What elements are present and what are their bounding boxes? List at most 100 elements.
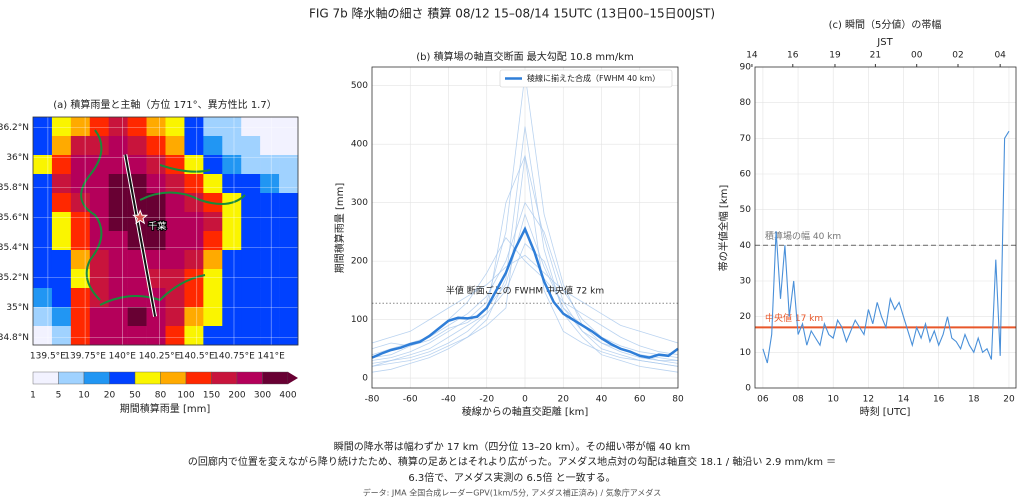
map-cell — [241, 193, 261, 213]
map-cell — [127, 155, 147, 175]
y-tick-label: 35.2°N — [0, 273, 29, 283]
y-tick-label: 200 — [351, 257, 368, 267]
map-cell — [222, 155, 242, 175]
map-cell — [89, 193, 110, 213]
map-cell — [165, 117, 185, 137]
map-cell — [165, 136, 185, 156]
x-tick-label: -80 — [365, 395, 380, 405]
map-cell — [241, 250, 261, 270]
map-cell — [165, 250, 185, 270]
map-cell — [279, 269, 299, 289]
x-tick-label: 0 — [522, 395, 528, 405]
x-tick-label: 18 — [968, 395, 980, 405]
map-cell — [279, 174, 299, 194]
map-cell — [33, 174, 53, 194]
legend-box — [499, 69, 673, 88]
map-cell — [279, 155, 299, 175]
x-axis-label: 稜線からの軸直交距離 [km] — [462, 405, 589, 418]
source: データ: JMA 全国合成レーダーGPV(1km/5分, アメダス補正済み) /… — [363, 488, 662, 498]
map-cell — [33, 155, 53, 175]
map-cell — [33, 193, 53, 213]
map-cell — [146, 269, 166, 289]
x2-tick-label: 21 — [870, 51, 881, 61]
x-tick-label: 140.25°E — [139, 352, 181, 362]
map-cell — [51, 269, 72, 289]
map-cell — [108, 174, 128, 194]
map-cell — [260, 136, 280, 156]
x-tick-label: -40 — [441, 395, 456, 405]
map-cell — [165, 231, 185, 251]
city-label: 千葉 — [148, 220, 166, 232]
map-cell — [279, 250, 299, 270]
map-cell — [51, 231, 72, 251]
map-cell — [184, 212, 204, 232]
x-tick-label: 80 — [672, 395, 684, 405]
x-axis-label: 時刻 [UTC] — [860, 405, 911, 418]
map-cell — [241, 307, 261, 327]
y-tick-label: 80 — [740, 98, 752, 108]
colorbar-label: 期間積算雨量 [mm] — [120, 402, 211, 415]
map-cell — [279, 136, 299, 156]
map-cell — [222, 250, 242, 270]
map-cell — [260, 231, 280, 251]
map-cell — [70, 136, 91, 156]
map-cell — [108, 250, 128, 270]
map-cell — [203, 250, 223, 270]
x2-tick-label: 16 — [787, 51, 799, 61]
colorbar-tick-label: 150 — [203, 391, 220, 401]
map-cell — [203, 117, 223, 137]
map-cell — [279, 326, 299, 346]
map-cell — [51, 117, 72, 137]
map-cell — [51, 174, 72, 194]
map-cell — [184, 326, 204, 346]
map-cell — [222, 307, 242, 327]
map-cell — [165, 269, 185, 289]
y-tick-label: 30 — [740, 277, 752, 287]
map-cell — [260, 212, 280, 232]
colorbar-tick-label: 100 — [177, 391, 194, 401]
map-cell — [260, 250, 280, 270]
x2-axis-label: JST — [876, 37, 893, 48]
map-cell — [203, 269, 223, 289]
city-marker — [132, 209, 149, 225]
x2-tick-label: 04 — [994, 51, 1006, 61]
x2-tick-label: 19 — [829, 51, 841, 61]
map-cell — [108, 136, 128, 156]
caption-line: 6.3倍で、アメダス実測の 6.5倍 と一致する。 — [408, 471, 615, 484]
principal-axis — [124, 154, 157, 317]
map-cell — [70, 174, 91, 194]
map-cell — [222, 269, 242, 289]
map-cell — [70, 307, 91, 327]
y-tick-label: 20 — [740, 312, 752, 322]
x-tick-label: 40 — [596, 395, 608, 405]
colorbar-tick-label: 80 — [155, 391, 167, 401]
y-tick-label: 100 — [351, 315, 368, 325]
map-cell — [241, 231, 261, 251]
panel-a-title: (a) 積算雨量と主軸（方位 171°、異方性比 1.7） — [53, 98, 276, 111]
map-cell — [222, 231, 242, 251]
map-cell — [260, 307, 280, 327]
map-cell — [203, 231, 223, 251]
y-tick-label: 35°N — [6, 303, 29, 313]
map-cell — [279, 117, 299, 137]
half-max-label: 半値 断面ごとの FWHM 中央値 72 km — [446, 285, 604, 297]
figure-title: FIG 7b 降水軸の細さ 積算 08/12 15–08/14 15UTC (1… — [309, 6, 715, 21]
map-cell — [203, 174, 223, 194]
map-cell — [108, 155, 128, 175]
map-cell — [184, 155, 204, 175]
map-cell — [127, 269, 147, 289]
series-line — [762, 130, 1010, 364]
colorbar-extend — [288, 372, 298, 384]
map-cell — [260, 117, 280, 137]
legend-label: 稜線に揃えた合成（FWHM 40 km） — [527, 73, 660, 83]
map-cell — [203, 212, 223, 232]
y-tick-label: 60 — [740, 170, 752, 180]
map-cell — [70, 155, 91, 175]
map-cell — [203, 288, 223, 308]
colorbar-tick-label: 20 — [104, 391, 116, 401]
colorbar-tick-label: 1 — [30, 391, 36, 401]
map-cell — [241, 212, 261, 232]
map-cell — [260, 269, 280, 289]
map-cell — [146, 117, 166, 137]
